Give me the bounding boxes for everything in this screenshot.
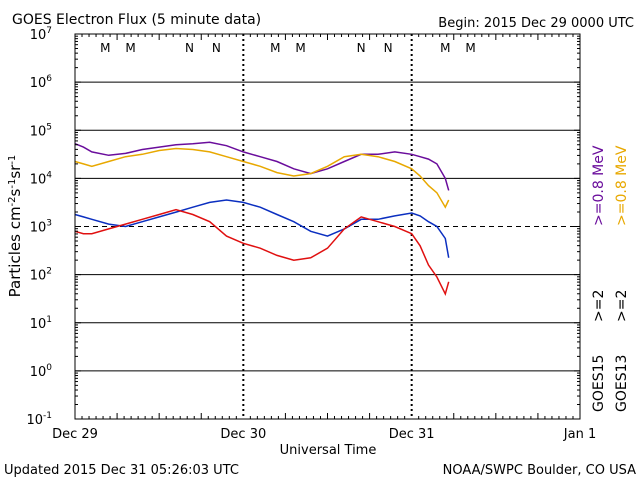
grid <box>75 34 580 419</box>
series-group <box>74 141 450 296</box>
y-tick-label: 101 <box>30 315 52 332</box>
x-axis-label: Universal Time <box>280 443 377 458</box>
x-tick-label: Dec 31 <box>389 427 435 442</box>
legend-goes13-0.8: >=0.8 MeV <box>614 145 630 226</box>
y-tick-label: 10-1 <box>26 411 52 428</box>
marker-M: M <box>270 41 280 55</box>
series-line-0 <box>74 141 450 191</box>
y-tick-label: 107 <box>30 26 52 43</box>
marker-N: N <box>357 41 366 55</box>
marker-M: M <box>465 41 475 55</box>
marker-M: M <box>100 41 110 55</box>
y-tick-label: 103 <box>30 219 52 236</box>
y-tick-exponent: 0 <box>46 363 52 373</box>
credit: NOAA/SWPC Boulder, CO USA <box>443 463 636 478</box>
series-line-3 <box>74 208 450 296</box>
x-tick-label: Dec 30 <box>220 427 266 442</box>
begin-label: Begin: 2015 Dec 29 0000 UTC <box>438 16 634 31</box>
marker-N: N <box>384 41 393 55</box>
marker-N: N <box>185 41 194 55</box>
y-tick-exponent: 5 <box>46 122 52 132</box>
legend-goes15-0.8: >=0.8 MeV <box>591 145 607 226</box>
plot-frame <box>74 33 581 420</box>
marker-M: M <box>440 41 450 55</box>
marker-M: M <box>125 41 135 55</box>
updated-timestamp: Updated 2015 Dec 31 05:26:03 UTC <box>4 463 239 478</box>
legend-goes15-sat: GOES15 <box>591 355 607 412</box>
y-tick-exponent: 4 <box>46 170 52 180</box>
y-axis-label-text: Particles cm <box>6 206 24 297</box>
y-tick-label: 100 <box>30 363 53 380</box>
x-tick-label: Jan 1 <box>563 427 596 442</box>
y-tick-label: 105 <box>30 122 52 139</box>
y-tick-label: 106 <box>30 74 53 91</box>
y-tick-exponent: 3 <box>46 219 52 229</box>
x-axis-ticks: Dec 29 Dec 30 Dec 31 Jan 1 <box>52 34 596 442</box>
y-tick-exponent: 2 <box>46 267 52 277</box>
y-tick-exponent: 7 <box>46 26 52 36</box>
chart-title: GOES Electron Flux (5 minute data) <box>12 12 261 28</box>
y-tick-exponent: 1 <box>46 315 52 325</box>
series-line-1 <box>74 147 450 209</box>
legend-goes13-sat: GOES13 <box>614 355 630 412</box>
y-tick-label: 102 <box>30 267 52 284</box>
series-line-2 <box>74 199 450 258</box>
marker-N: N <box>212 41 221 55</box>
y-tick-exponent: -1 <box>43 411 52 421</box>
legend-goes15-2: >=2 <box>591 290 607 322</box>
marker-M: M <box>295 41 305 55</box>
x-tick-label: Dec 29 <box>52 427 98 442</box>
legend-goes13-2: >=2 <box>614 290 630 322</box>
legend: >=0.8 MeV >=0.8 MeV >=2 >=2 GOES15 GOES1… <box>591 145 630 412</box>
y-tick-label: 104 <box>30 170 53 187</box>
y-tick-exponent: 6 <box>46 74 52 84</box>
y-axis-label: Particles cm-2s-1sr-1 <box>6 155 24 298</box>
